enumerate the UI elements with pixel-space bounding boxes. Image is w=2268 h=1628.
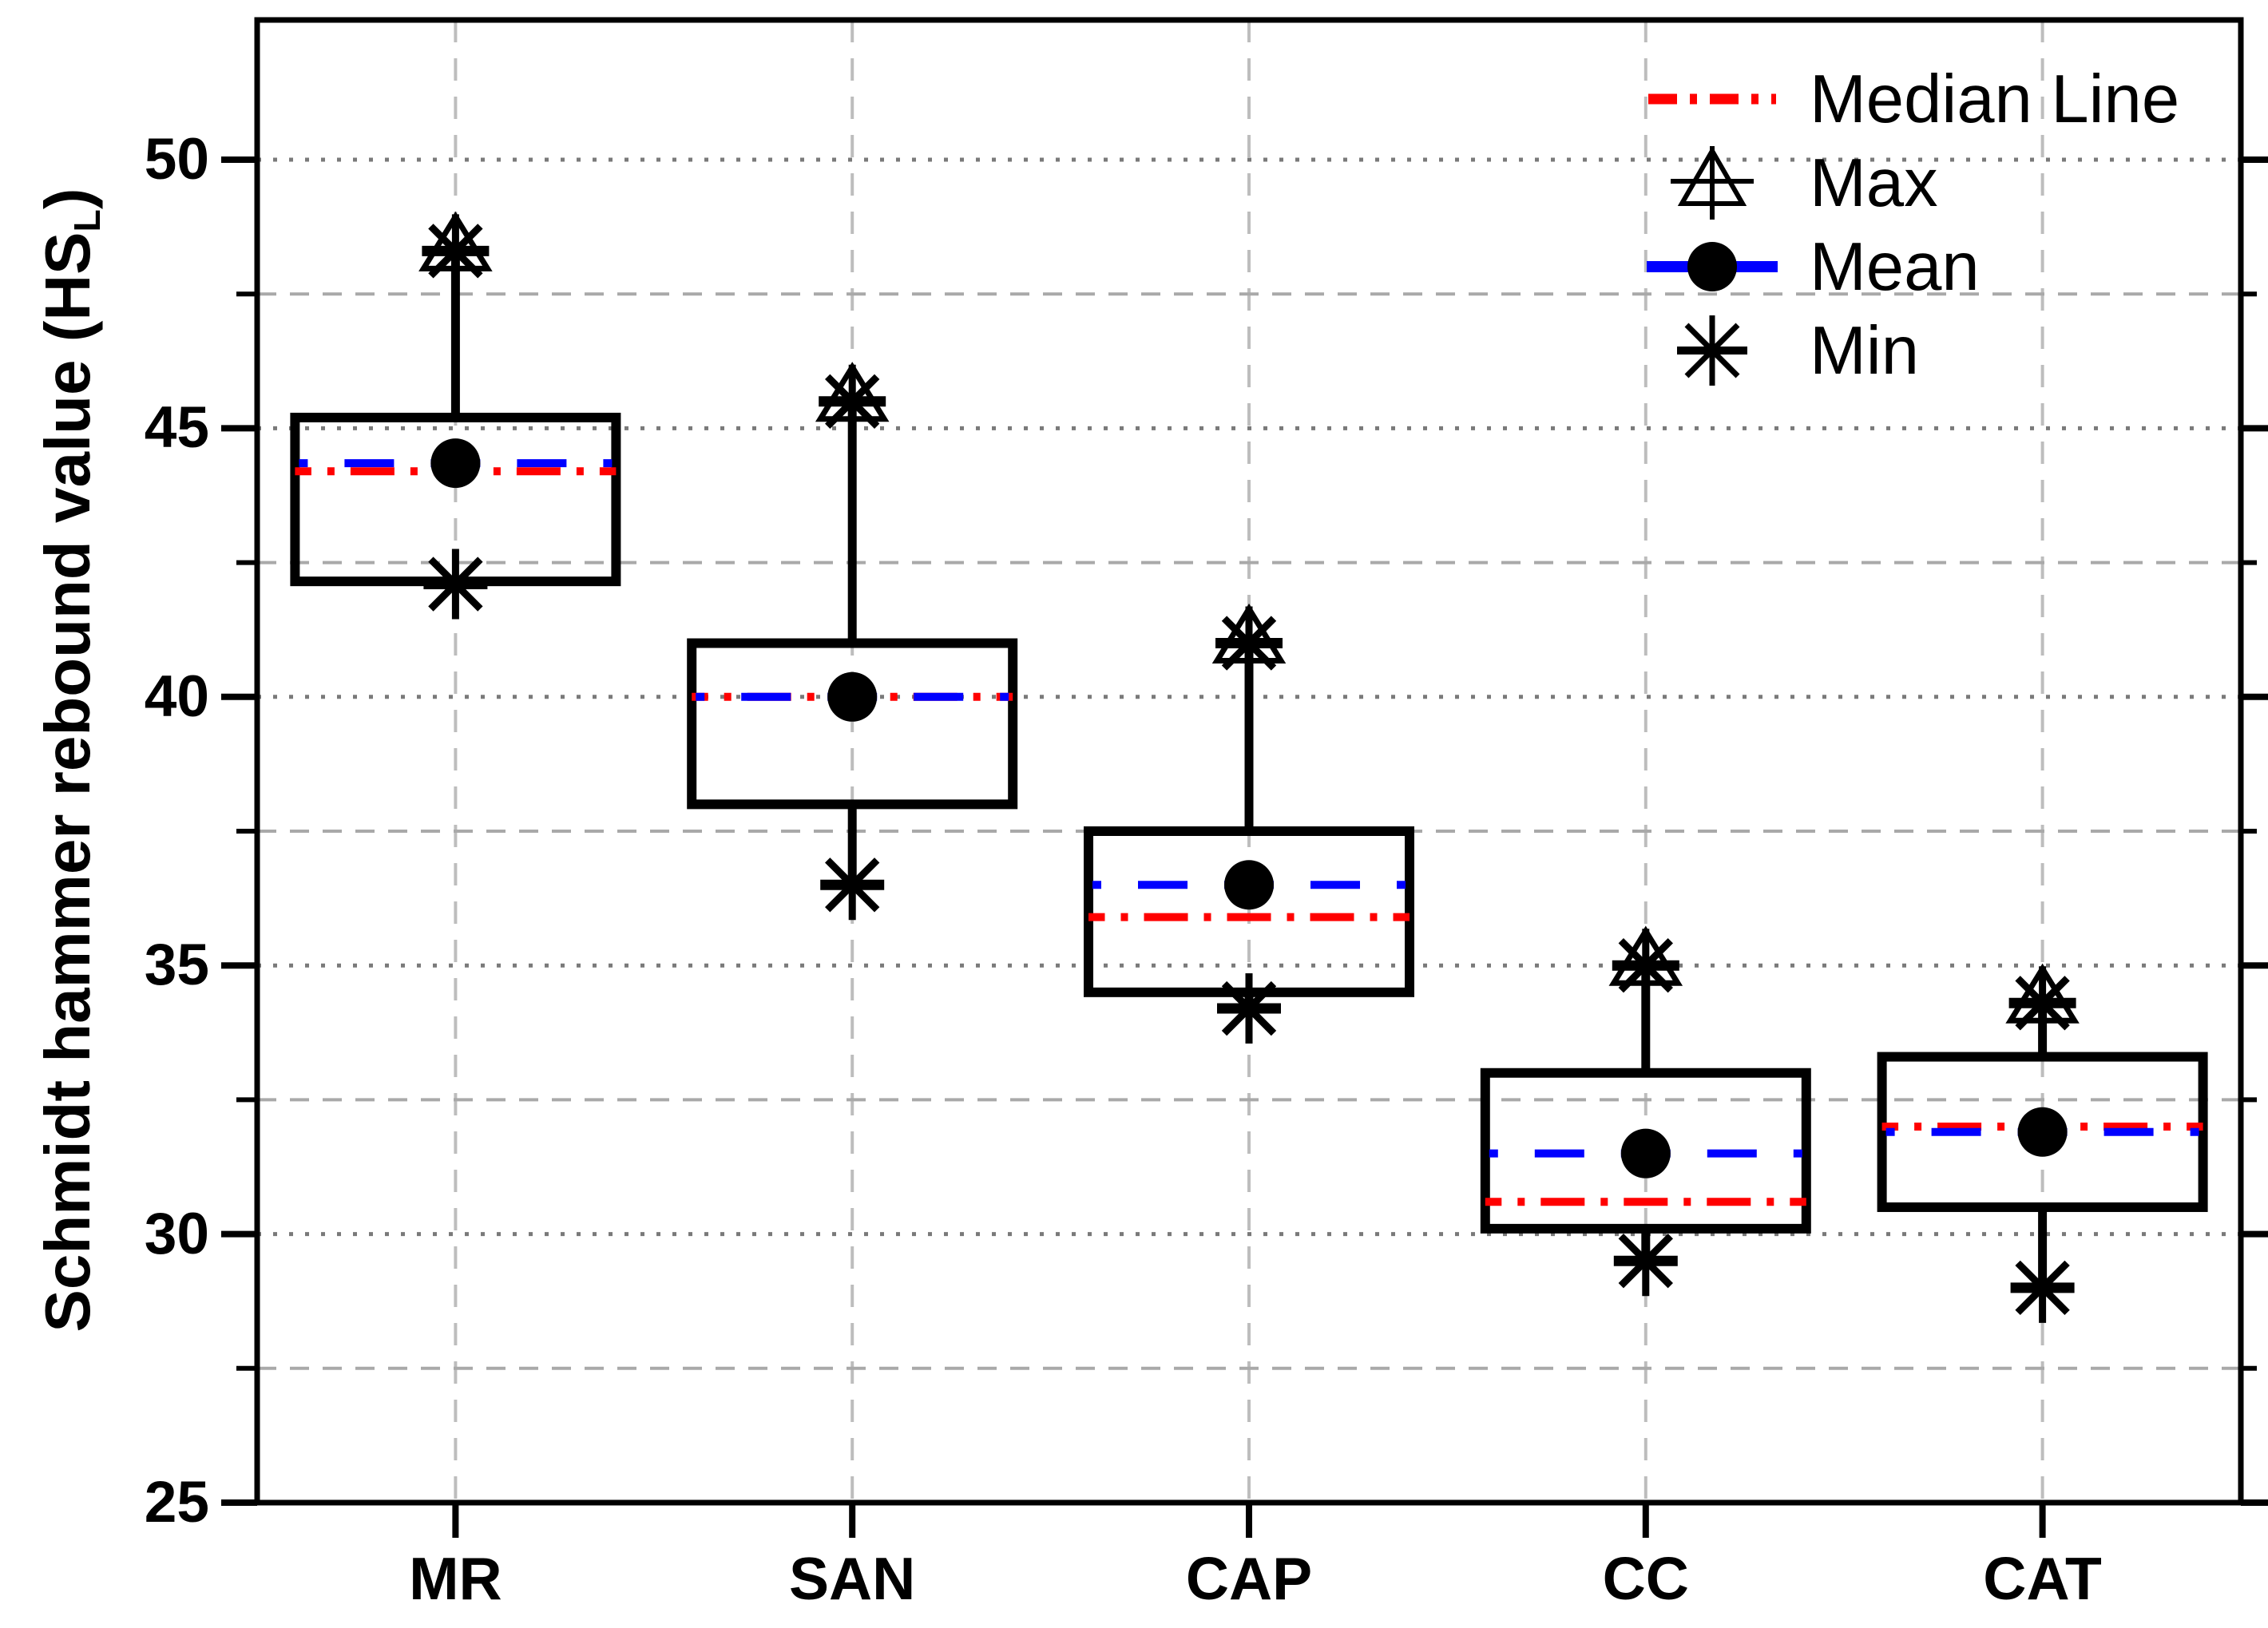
- x-category-label-CC: CC: [1602, 1545, 1689, 1612]
- y-axis-title: Schmidt hammer rebound value (HSL): [24, 0, 112, 1559]
- mean-dot-CAP: [1224, 860, 1274, 910]
- y-axis-title-close: ): [32, 188, 103, 210]
- legend: Median Line Max Mean Min: [1636, 57, 2179, 393]
- min-marker-icon: [1677, 315, 1747, 386]
- mean-dot-MR: [430, 438, 481, 489]
- legend-label-max: Max: [1810, 145, 1938, 221]
- y-tick-label-30: 30: [144, 1201, 209, 1266]
- mean-marker-icon: [1647, 242, 1778, 291]
- legend-label-min: Min: [1810, 313, 1919, 389]
- box-SAN: [687, 638, 1018, 810]
- box-CAT: [1877, 1052, 2208, 1212]
- x-category-label-SAN: SAN: [789, 1545, 916, 1612]
- mean-dot-CAT: [2017, 1107, 2068, 1157]
- legend-item-median: Median Line: [1636, 57, 2179, 141]
- x-category-label-MR: MR: [409, 1545, 502, 1612]
- y-tick-label-35: 35: [144, 933, 209, 998]
- y-axis-title-text: Schmidt hammer rebound value (HS: [32, 232, 103, 1333]
- x-category-label-CAT: CAT: [1983, 1545, 2102, 1612]
- y-tick-label-40: 40: [144, 663, 209, 729]
- legend-label-median: Median Line: [1810, 61, 2180, 137]
- legend-label-mean: Mean: [1810, 229, 1980, 305]
- y-tick-label-25: 25: [144, 1470, 209, 1535]
- y-axis-title-subscript: L: [65, 209, 108, 232]
- mean-dot-CC: [1620, 1128, 1671, 1178]
- median-line-icon: [1648, 93, 1776, 105]
- legend-item-mean: Mean: [1636, 225, 2179, 309]
- x-category-label-CAP: CAP: [1185, 1545, 1313, 1612]
- max-marker-icon: [1671, 145, 1754, 220]
- y-tick-label-50: 50: [144, 127, 209, 192]
- y-tick-label-45: 45: [144, 395, 209, 461]
- mean-dot-SAN: [827, 671, 878, 722]
- legend-item-max: Max: [1636, 141, 2179, 225]
- legend-item-min: Min: [1636, 309, 2179, 393]
